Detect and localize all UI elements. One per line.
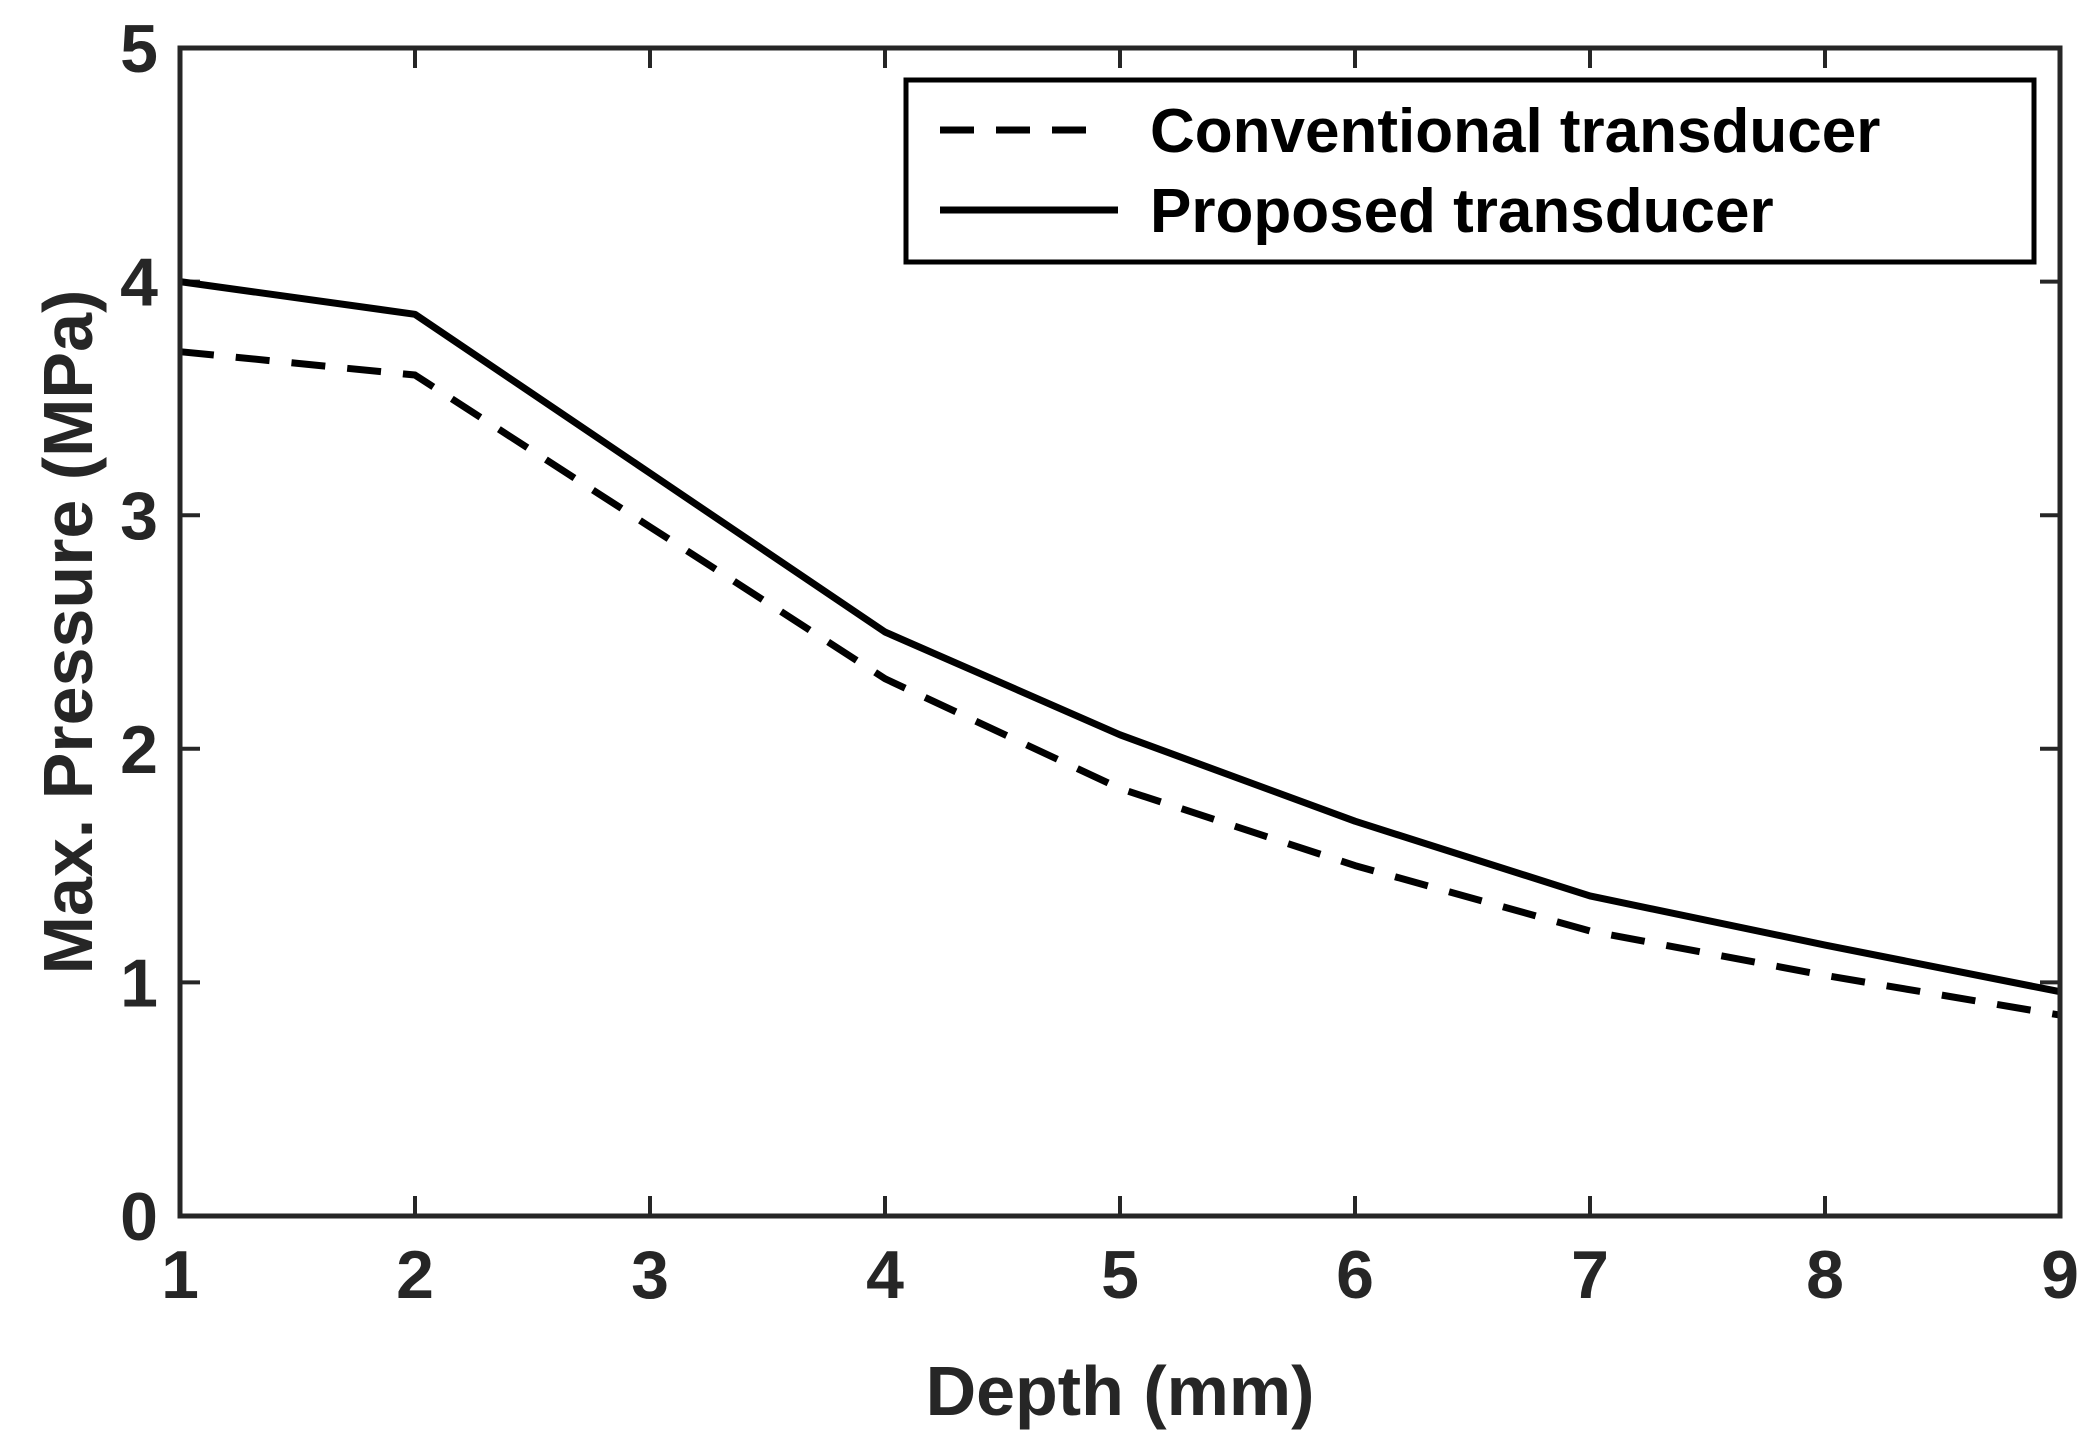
- x-tick-label: 5: [1101, 1237, 1139, 1313]
- y-tick-label: 1: [120, 945, 158, 1021]
- plot-frame: [177, 45, 2063, 1219]
- series-line-proposed: [179, 278, 2061, 996]
- legend-label-conventional: Conventional transducer: [1150, 97, 1880, 166]
- y-tick-label: 3: [120, 478, 158, 554]
- x-tick-label: 3: [631, 1237, 669, 1313]
- x-axis-title: Depth (mm): [926, 1352, 1315, 1430]
- x-tick-label: 4: [866, 1237, 904, 1313]
- legend-box: [903, 77, 2037, 265]
- x-tick-label: 7: [1571, 1237, 1609, 1313]
- x-tick-label: 6: [1336, 1237, 1374, 1313]
- x-tick-label: 1: [161, 1237, 199, 1313]
- y-tick-labels: 0 1 2 3 4 5: [120, 11, 158, 1255]
- x-tick-labels: 1 2 3 4 5 6 7 8 9: [161, 1237, 2079, 1313]
- y-tick-label: 5: [120, 11, 158, 87]
- y-tick-label: 4: [120, 245, 158, 321]
- legend: Conventional transducer Proposed transdu…: [903, 77, 2037, 265]
- y-tick-label: 0: [120, 1179, 158, 1255]
- x-tick-label: 9: [2041, 1237, 2079, 1313]
- y-axis-title: Max. Pressure (MPa): [29, 290, 107, 975]
- x-tick-label: 8: [1806, 1237, 1844, 1313]
- x-tick-label: 2: [396, 1237, 434, 1313]
- series-line-conventional: [179, 348, 2061, 1019]
- plot-lines: [179, 278, 2061, 1019]
- y-tick-label: 2: [120, 712, 158, 788]
- legend-label-proposed: Proposed transducer: [1150, 177, 1774, 246]
